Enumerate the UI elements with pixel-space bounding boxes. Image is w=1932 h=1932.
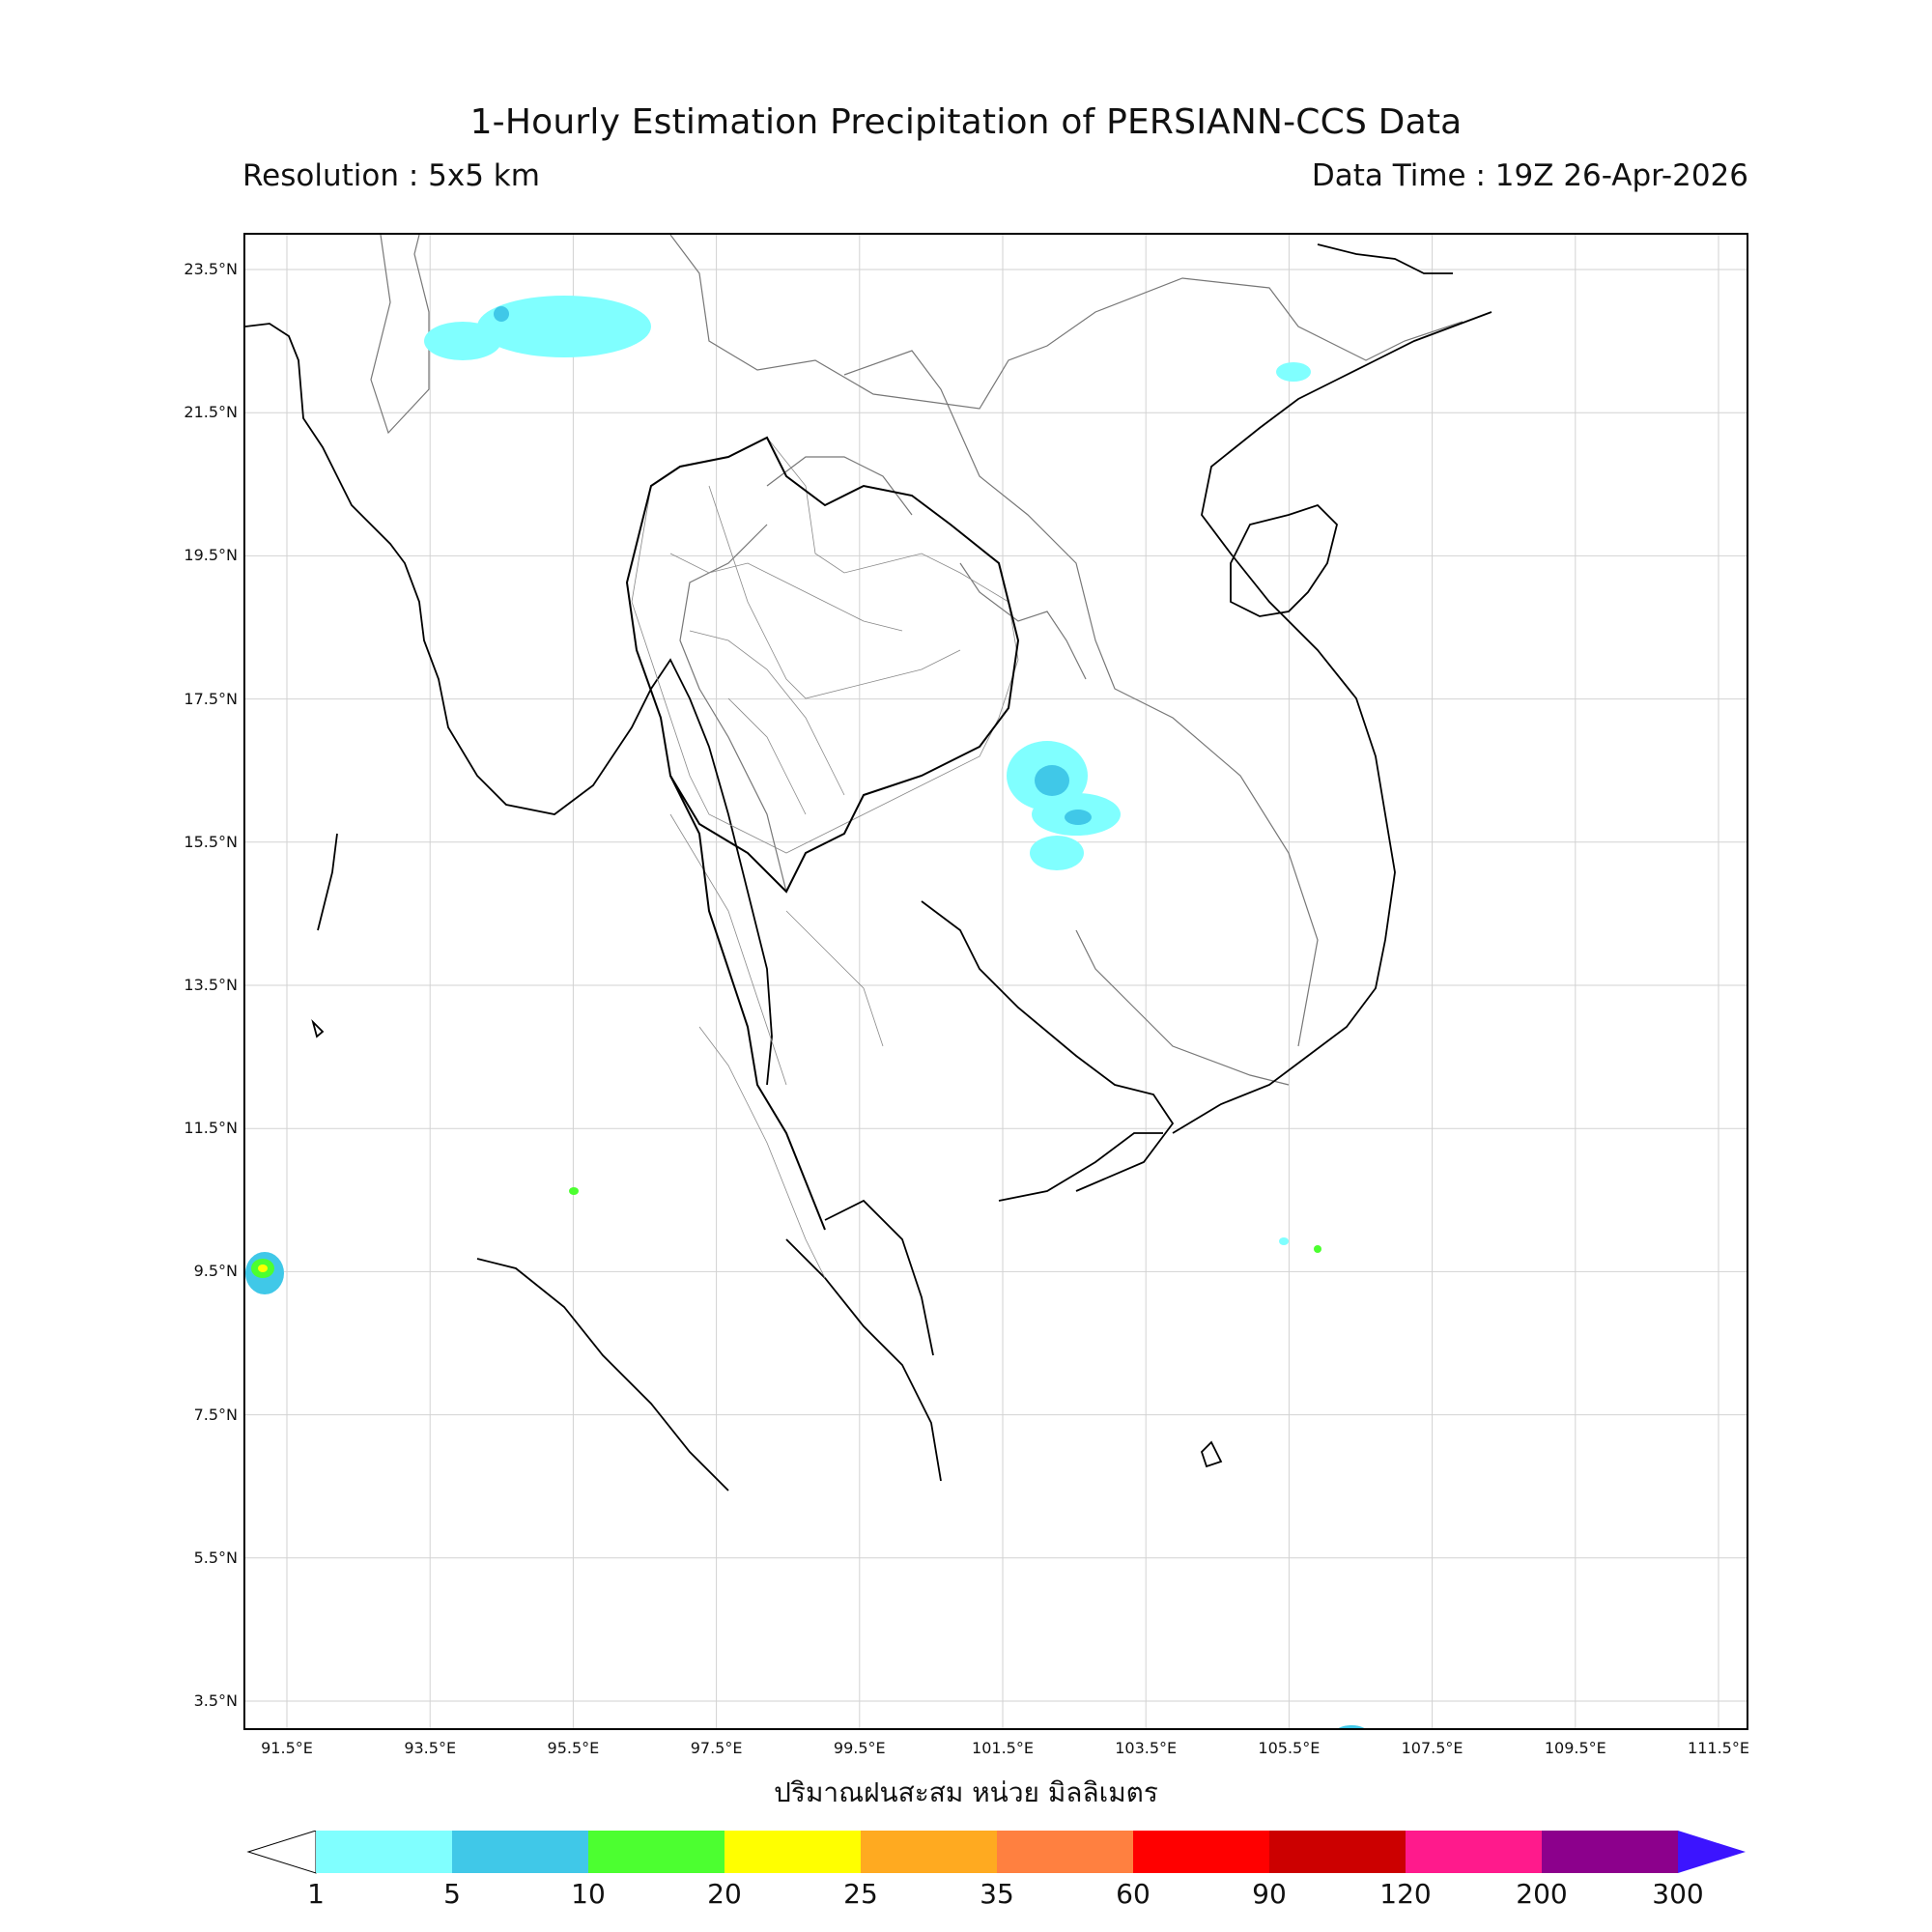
colorbar-tick-label: 20: [707, 1878, 742, 1910]
colorbar-tick-label: 90: [1252, 1878, 1287, 1910]
lon-tick-label: 109.5°E: [1544, 1739, 1606, 1757]
colorbar-segment: [1406, 1831, 1542, 1873]
colorbar-tick-label: 1: [307, 1878, 325, 1910]
rain-cell-north-myanmar: [424, 296, 651, 360]
rain-cell-scattered: [569, 1187, 1321, 1253]
colorbar-segment: [316, 1831, 452, 1873]
colorbar-tick-label: 25: [843, 1878, 878, 1910]
lon-tick-label: 105.5°E: [1258, 1739, 1321, 1757]
colorbar-segment: [861, 1831, 997, 1873]
colorbar-segment: [452, 1831, 588, 1873]
myanmar-china-border: [370, 235, 430, 435]
cambodia-vietnam-border: [1075, 929, 1290, 1086]
laos-vietnam-inner: [959, 562, 1087, 680]
colorbar-tick-label: 10: [571, 1878, 606, 1910]
lon-tick-label: 97.5°E: [690, 1739, 743, 1757]
lon-tick-label: 101.5°E: [972, 1739, 1034, 1757]
colorbar-under-triangle: [246, 1831, 317, 1874]
lon-tick-label: 107.5°E: [1401, 1739, 1463, 1757]
lat-tick-label: 23.5°N: [184, 260, 238, 278]
lon-tick-label: 111.5°E: [1688, 1739, 1749, 1757]
lat-tick-label: 15.5°N: [184, 832, 238, 851]
hainan-island: [1230, 503, 1338, 617]
myanmar-thai-border: [679, 524, 787, 893]
lat-tick-label: 21.5°N: [184, 403, 238, 422]
data-time-label: Data Time : 19Z 26-Apr-2026: [1311, 158, 1748, 193]
lat-tick-label: 9.5°N: [193, 1262, 238, 1281]
colorbar-label: ปริมาณฝนสะสม หน่วย มิลลิเมตร: [774, 1776, 1158, 1808]
colorbar-segment: [1542, 1831, 1678, 1873]
rain-cell-andaman-sea: [245, 1252, 284, 1294]
rain-cell-laos: [1007, 741, 1121, 870]
colorbar-tick-label: 5: [443, 1878, 461, 1910]
resolution-label: Resolution : 5x5 km: [242, 158, 540, 193]
malay-peninsula-east: [824, 1199, 934, 1356]
colorbar-tick-label: 120: [1379, 1878, 1432, 1910]
map-canvas: [245, 235, 1747, 1728]
lat-tick-label: 17.5°N: [184, 689, 238, 708]
vietnam-coast: [1172, 311, 1492, 1134]
rain-cell-gulf-of-tonkin: [1276, 362, 1311, 382]
colorbar-tick-label: 35: [980, 1878, 1014, 1910]
colorbar-over-triangle: [1678, 1831, 1746, 1873]
mekong-delta: [998, 1132, 1163, 1202]
lat-tick-label: 5.5°N: [193, 1548, 238, 1567]
lon-tick-label: 99.5°E: [833, 1739, 886, 1757]
lon-tick-label: 93.5°E: [404, 1739, 457, 1757]
colorbar-segment: [997, 1831, 1133, 1873]
lat-tick-label: 3.5°N: [193, 1691, 238, 1710]
gulf-of-thailand-coast: [921, 900, 1175, 1192]
laos-vietnam-border: [843, 350, 1319, 1047]
lat-tick-label: 7.5°N: [193, 1405, 238, 1424]
country-borders: [370, 235, 1463, 1086]
colorbar-tick-label: 300: [1652, 1878, 1704, 1910]
andaman-small-island: [311, 1018, 325, 1038]
china-laos-border: [669, 235, 1463, 410]
map-title: 1-Hourly Estimation Precipitation of PER…: [469, 102, 1463, 142]
colorbar-tick-label: 200: [1516, 1878, 1568, 1910]
colorbar-segment: [724, 1831, 861, 1873]
precipitation-cells: [245, 296, 1365, 1728]
colorbar-tick-label: 60: [1116, 1878, 1151, 1910]
lon-tick-label: 91.5°E: [261, 1739, 313, 1757]
andaman-islands: [317, 833, 338, 931]
colorbar-segment: [1269, 1831, 1406, 1873]
rain-cell-south-china-sea: [1338, 1725, 1365, 1728]
colorbar-segment: [1133, 1831, 1269, 1873]
china-coast: [1317, 243, 1453, 274]
bay-of-bengal-coast: [245, 323, 773, 1086]
thailand-outline: [625, 436, 1020, 1231]
borneo-tip: [1200, 1440, 1223, 1468]
lon-tick-label: 95.5°E: [547, 1739, 600, 1757]
thailand-provinces: [631, 437, 1019, 1279]
sumatra-coast: [476, 1258, 729, 1492]
precipitation-map: [243, 233, 1748, 1730]
lat-tick-label: 11.5°N: [184, 1119, 238, 1138]
colorbar: [246, 1831, 1746, 1874]
coastlines: [245, 243, 1492, 1492]
gridlines: [245, 235, 1747, 1728]
colorbar-segment: [588, 1831, 724, 1873]
myanmar-laos-border: [766, 456, 913, 516]
malay-peninsula-west: [785, 1238, 942, 1482]
lat-tick-label: 19.5°N: [184, 546, 238, 565]
lat-tick-label: 13.5°N: [184, 976, 238, 994]
lon-tick-label: 103.5°E: [1115, 1739, 1178, 1757]
